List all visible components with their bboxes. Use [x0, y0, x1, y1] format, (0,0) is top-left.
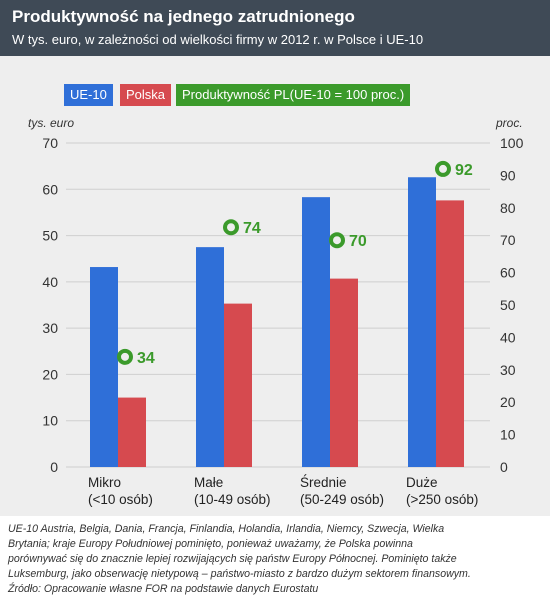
right-tick-label: 90 — [500, 167, 516, 183]
footnote-line: porównywać się do znacznie lepiej rozwij… — [8, 553, 457, 565]
footnote-line: UE-10 Austria, Belgia, Dania, Francja, F… — [8, 523, 445, 535]
productivity-label: 70 — [349, 233, 367, 250]
productivity-label: 74 — [243, 220, 261, 237]
left-tick-label: 50 — [42, 228, 58, 244]
footnote-line: Brytania; kraje Europy Południowej pomin… — [8, 538, 413, 550]
chart-subtitle: W tys. euro, w zależności od wielkości f… — [12, 32, 424, 47]
bar-polska — [436, 200, 464, 467]
productivity-marker — [117, 348, 133, 365]
bar-polska — [224, 303, 252, 467]
category-sublabel: (10-49 osób) — [194, 492, 271, 507]
bar-ue10 — [408, 177, 436, 467]
legend-ue10: UE-10 — [64, 84, 113, 106]
left-tick-label: 20 — [42, 366, 58, 382]
right-tick-label: 50 — [500, 297, 516, 313]
legend-productivity: Produktywność PL(UE-10 = 100 proc.) — [176, 84, 411, 106]
category-sublabel: (50-249 osób) — [300, 492, 384, 507]
category-label: Średnie — [300, 475, 347, 490]
right-tick-label: 40 — [500, 329, 516, 345]
footnote: UE-10 Austria, Belgia, Dania, Francja, F… — [8, 522, 544, 597]
header-bar: Produktywność na jednego zatrudnionego W… — [0, 0, 550, 56]
right-tick-label: 0 — [500, 459, 508, 475]
productivity-label: 92 — [455, 162, 473, 179]
left-tick-label: 0 — [50, 459, 58, 475]
category-sublabel: (>250 osób) — [406, 492, 478, 507]
right-tick-label: 80 — [500, 200, 516, 216]
right-tick-label: 20 — [500, 394, 516, 410]
left-tick-label: 60 — [42, 181, 58, 197]
category-label: Duże — [406, 475, 438, 490]
legend-polska: Polska — [120, 84, 172, 106]
bar-ue10 — [302, 197, 330, 467]
productivity-marker — [329, 232, 345, 249]
right-tick-label: 10 — [500, 427, 516, 443]
productivity-marker — [223, 219, 239, 236]
footnote-line: Luksemburg, jako obserwację nietypową – … — [8, 568, 471, 580]
left-axis-unit: tys. euro — [28, 116, 75, 130]
category-label: Mikro — [88, 475, 121, 490]
productivity-label: 34 — [137, 350, 155, 367]
right-tick-label: 100 — [500, 135, 524, 151]
bar-ue10 — [90, 267, 118, 467]
left-tick-label: 10 — [42, 413, 58, 429]
right-axis-unit: proc. — [496, 116, 523, 130]
right-tick-label: 60 — [500, 265, 516, 281]
chart-title: Produktywność na jednego zatrudnionego — [12, 7, 355, 26]
category-label: Małe — [194, 475, 223, 490]
left-tick-label: 70 — [42, 135, 58, 151]
bar-polska — [118, 397, 146, 467]
bar-ue10 — [196, 247, 224, 467]
category-sublabel: (<10 osób) — [88, 492, 153, 507]
productivity-marker — [435, 160, 451, 177]
footnote-source: Źródło: Opracowanie własne FOR na podsta… — [8, 583, 319, 595]
left-tick-label: 30 — [42, 320, 58, 336]
bar-polska — [330, 278, 358, 467]
right-tick-label: 70 — [500, 232, 516, 248]
right-tick-label: 30 — [500, 362, 516, 378]
left-tick-label: 40 — [42, 274, 58, 290]
